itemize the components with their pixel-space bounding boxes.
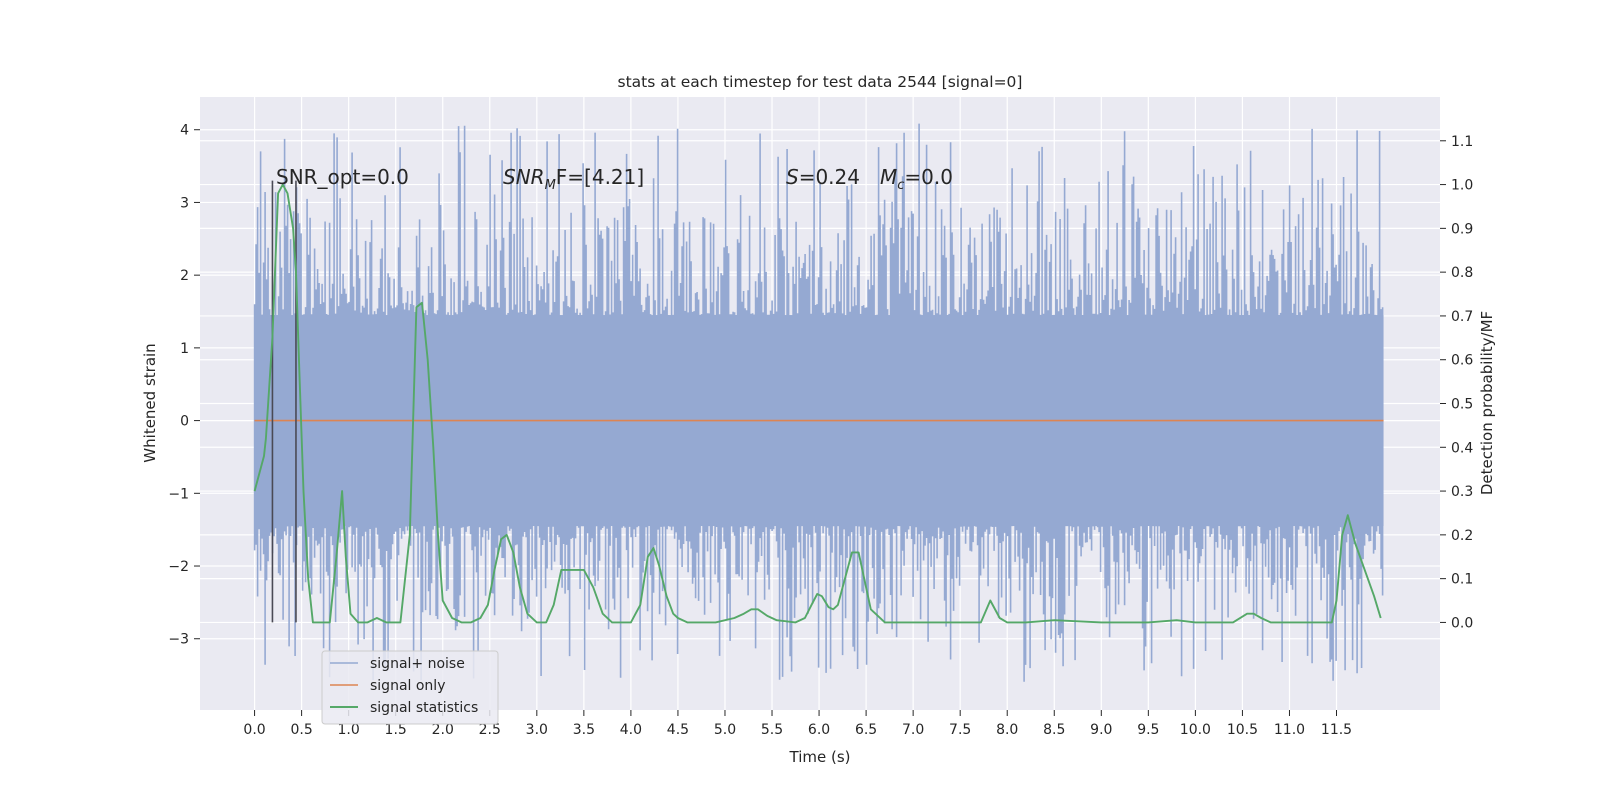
y-tick-label: 1 [180, 341, 189, 357]
x-tick-label: 5.0 [714, 722, 736, 738]
x-tick-label: 7.0 [902, 722, 924, 738]
x-tick-label: 1.0 [338, 722, 360, 738]
x-tick-label: 3.5 [573, 722, 595, 738]
mc-annotation: Mc=0.0 [880, 165, 953, 193]
y-axis-label: Whitened strain [141, 343, 159, 462]
y2-tick-label: 0.0 [1451, 615, 1473, 631]
x-tick-label: 6.5 [855, 722, 877, 738]
y2-tick-label: 1.0 [1451, 178, 1473, 194]
x-tick-label: 8.0 [996, 722, 1018, 738]
legend-label-signal-only: signal only [370, 678, 445, 694]
y-tick-label: 0 [180, 414, 189, 430]
x-tick-label: 2.5 [479, 722, 501, 738]
x-tick-label: 3.0 [526, 722, 548, 738]
x-tick-label: 7.5 [949, 722, 971, 738]
y-tick-label: 4 [180, 123, 189, 139]
y-tick-label: −3 [168, 632, 189, 648]
chart-title: stats at each timestep for test data 254… [618, 73, 1023, 91]
x-tick-label: 4.0 [620, 722, 642, 738]
snr-opt-annotation: SNR_opt=0.0 [276, 165, 409, 189]
x-tick-label: 11.0 [1274, 722, 1305, 738]
x-tick-label: 10.5 [1227, 722, 1258, 738]
s-main: S [786, 165, 799, 189]
y2-tick-label: 0.4 [1451, 440, 1473, 456]
y2-tick-label: 0.5 [1451, 397, 1473, 413]
x-tick-label: 5.5 [761, 722, 783, 738]
y-tick-label: −2 [168, 559, 189, 575]
x-tick-label: 6.0 [808, 722, 830, 738]
x-axis-ticks: 0.0 0.5 1.0 1.5 2.0 2.5 3.0 3.5 4.0 4.5 5.0 5.5 6.0 6… [243, 710, 1352, 738]
y-tick-label: 3 [180, 195, 189, 211]
y2-tick-label: 0.7 [1451, 309, 1473, 325]
x-tick-label: 0.5 [290, 722, 312, 738]
mc-main: M [880, 165, 897, 189]
y2-tick-label: 0.8 [1451, 265, 1473, 281]
legend-box [321, 650, 499, 725]
x-tick-label: 4.5 [667, 722, 689, 738]
snr-mf-annotation: SNRMF=[4.21] [503, 165, 644, 193]
vertical-markers [271, 180, 297, 623]
y2-tick-label: 1.1 [1451, 134, 1473, 150]
y-tick-label: −1 [168, 486, 189, 502]
x-tick-label: 11.5 [1321, 722, 1352, 738]
y2-tick-label: 0.1 [1451, 572, 1473, 588]
y2-axis-label: Detection probability/MF [1478, 311, 1496, 495]
signal-statistics-series [253, 183, 1382, 624]
y2-tick-label: 0.6 [1451, 353, 1473, 369]
legend-label-signal-noise: signal+ noise [370, 656, 465, 672]
x-tick-label: 9.0 [1090, 722, 1112, 738]
y-tick-label: 2 [180, 268, 189, 284]
x-tick-label: 8.5 [1043, 722, 1065, 738]
snr-mf-rest: F=[4.21] [556, 165, 644, 189]
s-rest: =0.24 [799, 165, 860, 189]
x-tick-label: 0.0 [243, 722, 265, 738]
s-annotation: S=0.24 [786, 165, 860, 189]
noise-spikes [253, 123, 1384, 682]
mc-subscript: c [897, 178, 904, 193]
x-tick-label: 10.0 [1180, 722, 1211, 738]
snr-mf-subscript: M [545, 178, 556, 193]
x-axis-label: Time (s) [789, 748, 851, 766]
y2-axis-ticks: 1.1 1.0 0.9 0.8 0.7 0.6 0.5 0.4 0.3 0.2 0.1 0.0 [1440, 134, 1473, 631]
y-axis-ticks: 4 3 2 1 0 −1 −2 −3 [168, 123, 200, 648]
y2-tick-label: 0.3 [1451, 484, 1473, 500]
y2-tick-label: 0.2 [1451, 528, 1473, 544]
mc-rest: =0.0 [904, 165, 953, 189]
legend-label-signal-statistics: signal statistics [370, 700, 478, 716]
legend: signal+ noise signal only signal statist… [321, 650, 499, 725]
x-tick-label: 9.5 [1137, 722, 1159, 738]
snr-mf-main: SNR [503, 165, 545, 189]
x-tick-label: 1.5 [385, 722, 407, 738]
y2-tick-label: 0.9 [1451, 221, 1473, 237]
x-tick-label: 2.0 [432, 722, 454, 738]
